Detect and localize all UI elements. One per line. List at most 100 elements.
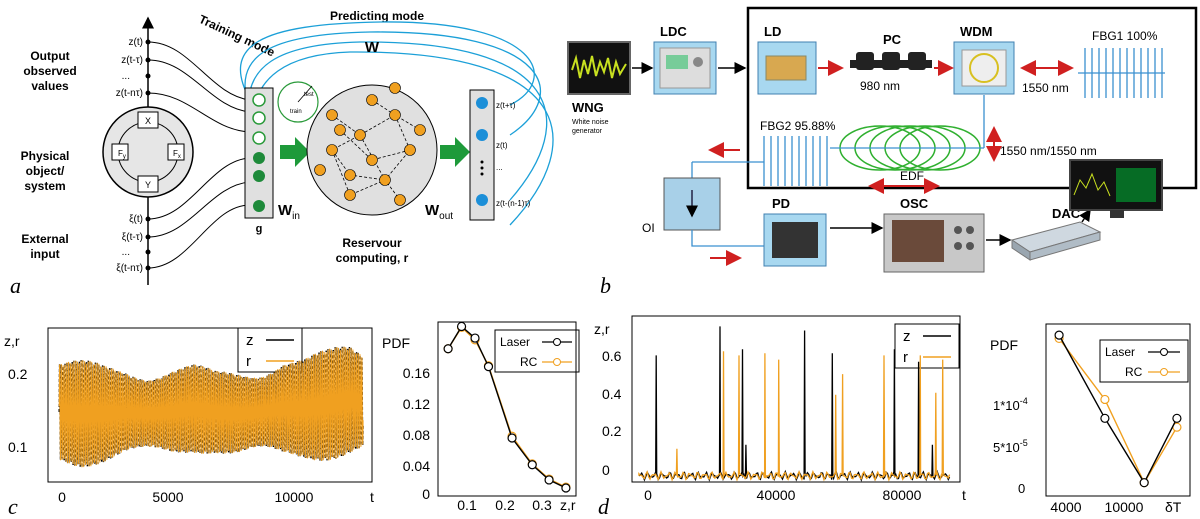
reservoir-label-1: Reservour — [342, 236, 402, 250]
green-arrow-out — [440, 137, 470, 167]
w-label: W — [365, 39, 380, 56]
osc-device — [883, 213, 985, 273]
panel-letter-d: d — [598, 494, 610, 519]
edf-label: EDF — [900, 169, 924, 183]
z-label-0: z(t) — [129, 37, 143, 48]
c-pdf-ytick-1: 0.12 — [403, 396, 430, 412]
input-lines — [147, 41, 251, 269]
osc-label: OSC — [900, 196, 929, 211]
panel-c-timeseries-chart: z,r 0.2 0.1 0 5000 10000 t z r c — [4, 327, 374, 519]
d-pdf-ytick-2: 0 — [1018, 481, 1025, 496]
fbg1-grating — [1078, 48, 1165, 98]
c-ts-axes — [47, 327, 373, 483]
wout-label: Wout — [425, 202, 453, 222]
z-label-2: ... — [122, 71, 130, 82]
svg-text:train: train — [290, 109, 302, 115]
d-ts-ylabel: z,r — [594, 321, 610, 337]
c-pdf-ytick-3: 0.04 — [403, 458, 430, 474]
d-ts-ytick-1: 0.4 — [602, 386, 622, 402]
c-pdf-point-Laser — [483, 362, 494, 372]
training-mode-label: Training mode — [197, 12, 278, 59]
wng-device — [567, 41, 631, 95]
svg-text:test: test — [304, 92, 314, 98]
out-label-2: ... — [496, 163, 503, 172]
panel-letter-c: c — [8, 494, 18, 519]
pd-device — [763, 213, 827, 267]
svg-text:r: r — [903, 349, 908, 366]
reservoir — [306, 82, 438, 216]
physical-object-label-2: object/ — [26, 164, 65, 178]
d-pdf-point-Laser — [1139, 478, 1149, 488]
g-label: g — [256, 223, 263, 235]
ldc-device — [653, 41, 717, 95]
d-ts-xtick-0: 0 — [644, 487, 652, 503]
reservoir-label-2: computing, r — [336, 251, 409, 265]
panel-letter-a: a — [10, 273, 21, 298]
output-observed-label-1: Output — [30, 49, 69, 63]
d-pdf-ytick-1: 5*10-5 — [993, 438, 1028, 455]
svg-text:r: r — [246, 353, 251, 370]
output-observed-label-3: values — [31, 79, 69, 93]
c-pdf-point-Laser — [456, 321, 467, 332]
c-ts-legend: z r — [237, 327, 303, 373]
test-train-gauge: test train — [277, 81, 319, 123]
fbg1-label: FBG1 100% — [1092, 29, 1158, 43]
c-ts-ytick-1: 0.1 — [8, 439, 28, 455]
d-pdf-point-RC — [1100, 394, 1110, 405]
d-pdf-point-Laser — [1054, 330, 1064, 340]
nm1550-1550-label: 1550 nm/1550 nm — [1000, 144, 1097, 158]
c-ts-xtick-1: 5000 — [152, 489, 183, 505]
d-pdf-point-Laser — [1172, 413, 1182, 423]
out-label-0: z(t+τ) — [496, 101, 516, 110]
pd-label: PD — [772, 196, 790, 211]
node-fy: Fy — [118, 149, 126, 160]
svg-text:z: z — [903, 328, 911, 345]
fbg2-grating — [763, 136, 828, 186]
external-input-label-1: External — [21, 232, 68, 246]
predicting-mode-label: Predicting mode — [330, 9, 424, 23]
z-label-1: z(t-τ) — [121, 55, 143, 66]
physical-object-label-1: Physical — [21, 149, 70, 163]
output-neurons — [476, 97, 488, 206]
panel-letter-b: b — [600, 273, 611, 298]
c-ts-xtick-2: 10000 — [275, 489, 314, 505]
d-pdf-axes — [1045, 323, 1191, 497]
dac-device — [1010, 221, 1102, 261]
c-pdf-point-Laser — [527, 460, 537, 470]
c-pdf-xlabel: z,r — [560, 497, 576, 513]
node-x: X — [145, 116, 151, 126]
c-pdf-ytick-2: 0.08 — [403, 427, 430, 443]
svg-text:Laser: Laser — [500, 335, 530, 349]
ldc-label: LDC — [660, 24, 687, 39]
ld-device — [757, 41, 817, 95]
c-pdf-point-Laser — [544, 475, 554, 485]
physical-object-label-3: system — [24, 179, 65, 193]
c-pdf-axes — [437, 321, 577, 497]
d-ts-axes — [631, 315, 961, 483]
c-pdf-legend: Laser RC — [494, 329, 580, 373]
nm1550-label: 1550 nm — [1022, 81, 1069, 95]
out-label-1: z(t) — [496, 141, 508, 150]
svg-text:z: z — [246, 332, 254, 349]
external-input-label-2: input — [30, 247, 59, 261]
out-label-3: z(t-(n-1)τ) — [496, 199, 531, 208]
svg-text:Laser: Laser — [1105, 345, 1135, 359]
panel-a-diagram: Output observed values Physical object/ … — [10, 9, 554, 298]
d-pdf-xtick-1: 10000 — [1105, 499, 1144, 515]
c-ts-xtick-0: 0 — [58, 489, 66, 505]
nm980-label: 980 nm — [860, 79, 900, 93]
wng-sub-2: generator — [572, 128, 603, 135]
svg-text:RC: RC — [520, 355, 538, 369]
green-arrow-in — [280, 137, 310, 167]
c-pdf-ytick-0: 0.16 — [403, 365, 430, 381]
physical-system-diagram: X Y Fy Fx — [102, 106, 194, 198]
d-pdf-ytick-0: 1*10-4 — [993, 396, 1028, 413]
c-pdf-xtick-1: 0.2 — [495, 497, 515, 513]
d-ts-ytick-3: 0 — [602, 462, 610, 478]
xi-label-3: ξ(t-nτ) — [116, 263, 143, 274]
c-pdf-point-Laser — [470, 333, 480, 343]
c-pdf-xtick-2: 0.3 — [532, 497, 552, 513]
panel-b-diagram: WNG White noise generator LDC LD PC 980 … — [567, 6, 1198, 298]
pc-device — [850, 52, 932, 70]
output-observed-label-2: observed — [23, 64, 76, 78]
